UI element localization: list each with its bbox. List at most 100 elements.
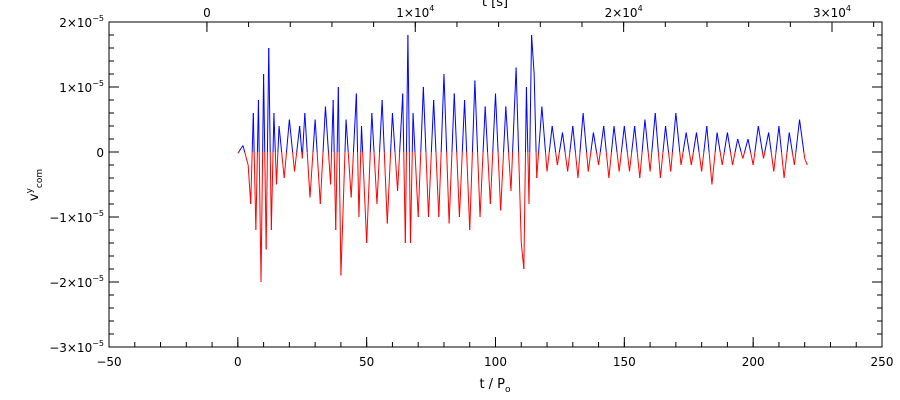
series-segment [471, 80, 476, 153]
series-segment [464, 99, 468, 153]
series-segment [283, 151, 288, 179]
top-tick-label: 3×104 [813, 4, 851, 20]
series-segment [616, 151, 620, 172]
series-segment [350, 151, 354, 198]
series-segment [492, 93, 496, 153]
series-segment [579, 112, 584, 153]
series-segment [804, 158, 808, 166]
series-segment [417, 151, 422, 218]
series-segment [484, 106, 489, 153]
series-segment [659, 151, 664, 179]
series-segment [407, 34, 410, 153]
series-segment [729, 151, 734, 166]
series-segment [711, 151, 716, 185]
series-segment [703, 125, 708, 153]
series-segment [362, 151, 368, 244]
series-segment [438, 151, 442, 218]
series-segment [577, 151, 581, 179]
series-segment [379, 99, 383, 153]
series-segment [690, 151, 694, 166]
series-segment [647, 151, 651, 172]
series-segment [598, 151, 601, 166]
series-segment [695, 132, 700, 153]
series-segment [582, 112, 588, 153]
series-segment [386, 151, 392, 224]
series-segment [536, 151, 540, 179]
series-segment [634, 125, 638, 153]
series-segment [361, 125, 364, 153]
series-segment [716, 132, 721, 153]
top-tick-label: 1×104 [396, 4, 434, 20]
y-tick-label: 2×10−5 [59, 14, 104, 30]
series-segment [628, 151, 633, 172]
series-segment [397, 151, 401, 192]
series-segment [376, 151, 381, 205]
series-segment [548, 125, 553, 153]
series-segment [714, 132, 718, 153]
series-segment [238, 145, 244, 153]
series-segment [618, 151, 622, 172]
series-segment [358, 151, 362, 218]
series-segment [546, 151, 550, 172]
series-segment [781, 151, 785, 179]
series-segment [270, 151, 274, 231]
series-segment [306, 151, 311, 198]
series-segment [786, 132, 790, 153]
series-segment [443, 73, 448, 153]
x-tick-label: 50 [359, 355, 374, 369]
series-segment [391, 112, 396, 153]
series-segment [757, 125, 763, 153]
series-segment [654, 112, 659, 153]
series-segment [533, 73, 537, 153]
series-segment [764, 132, 770, 153]
series-segment [487, 151, 491, 205]
series-segment [440, 73, 445, 153]
series-segment [698, 151, 703, 172]
series-segment [278, 125, 283, 153]
series-segment [409, 151, 413, 244]
series-segment [288, 119, 294, 153]
series-segment [302, 112, 306, 153]
series-segment [574, 151, 579, 179]
series-segment [404, 151, 407, 244]
series-segment [316, 151, 321, 205]
series-segment [793, 151, 797, 166]
series-segment [768, 132, 772, 153]
series-segment [572, 125, 576, 153]
series-segment [503, 106, 507, 153]
series-segment [247, 164, 252, 205]
series-segment [596, 151, 600, 166]
series-segment [469, 151, 473, 231]
series-segment [466, 151, 471, 231]
series-segment [244, 151, 249, 166]
series-segment [778, 125, 783, 153]
series-segment [515, 67, 520, 153]
series-segment [569, 125, 574, 153]
series-segment [242, 145, 246, 153]
series-segment [675, 112, 681, 153]
series-segment [383, 151, 388, 224]
series-segment [721, 151, 725, 166]
series-segment [512, 67, 517, 153]
series-segment [605, 151, 610, 179]
series-segment [773, 151, 777, 172]
series-segment [352, 93, 357, 153]
series-segment [750, 151, 754, 166]
series-segment [719, 151, 723, 166]
series-segment [337, 86, 340, 153]
series-segment [657, 151, 661, 179]
series-segment [742, 151, 746, 159]
series-segment [332, 99, 335, 153]
series-segment [668, 151, 672, 172]
series-segment [420, 86, 424, 153]
series-segment [335, 151, 338, 231]
series-segment [610, 125, 615, 153]
series-segment [662, 125, 667, 153]
series-segment [651, 112, 656, 153]
series-segment [799, 119, 805, 153]
series-segment [525, 86, 529, 153]
series-segment [644, 119, 649, 153]
tick-labels: −50 0 50 100 150 200 250 0 1×104 2×104 3×104 2×10−5… [49, 4, 893, 369]
series-segment [461, 99, 466, 153]
series-segment [345, 119, 349, 153]
